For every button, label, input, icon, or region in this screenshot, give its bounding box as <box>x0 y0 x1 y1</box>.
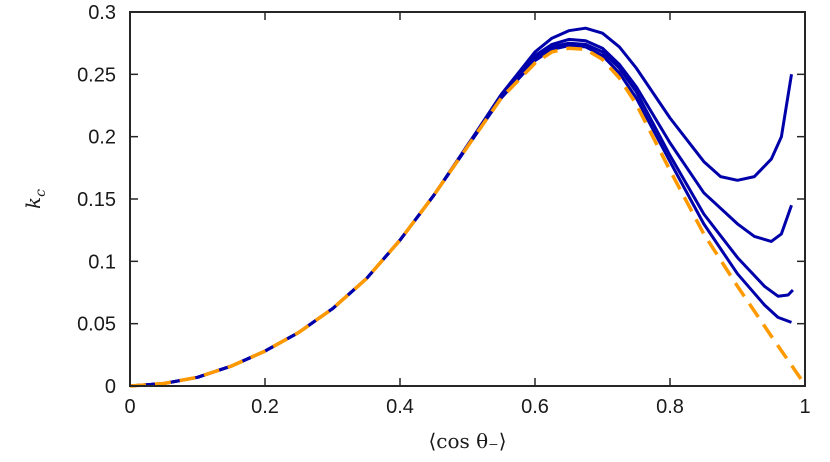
solid-series-line-3 <box>129 41 794 388</box>
series-layer <box>129 26 807 388</box>
plot-frame <box>129 11 806 387</box>
x-tick-label: 0.2 <box>251 396 279 418</box>
x-tick-label: 0.8 <box>656 396 684 418</box>
solid-series-line-4 <box>129 44 793 388</box>
y-tick-label: 0.25 <box>77 64 116 86</box>
dashed-series-line <box>129 46 807 388</box>
x-tick-label: 1 <box>799 396 810 418</box>
x-axis-label: ⟨cos θ₋⟩ <box>428 429 506 453</box>
solid-series-line-1 <box>129 26 793 388</box>
x-tick-label: 0 <box>124 396 135 418</box>
y-tick-label: 0.15 <box>77 189 116 211</box>
y-tick-label: 0.2 <box>88 127 116 149</box>
x-tick-label: 0.6 <box>521 396 549 418</box>
y-tick-label: 0.1 <box>88 251 116 273</box>
x-tick-label: 0.4 <box>386 396 414 418</box>
y-axis-label: kc <box>21 189 49 209</box>
ticks-layer: 0 0.2 0.4 0.6 0.8 1 0 0.05 0.1 0.15 0.2 0.25 0.3 <box>77 2 811 418</box>
y-tick-label: 0 <box>105 376 116 398</box>
solid-series-line-2 <box>129 37 793 388</box>
y-tick-label: 0.05 <box>77 314 116 336</box>
y-tick-label: 0.3 <box>88 2 116 24</box>
